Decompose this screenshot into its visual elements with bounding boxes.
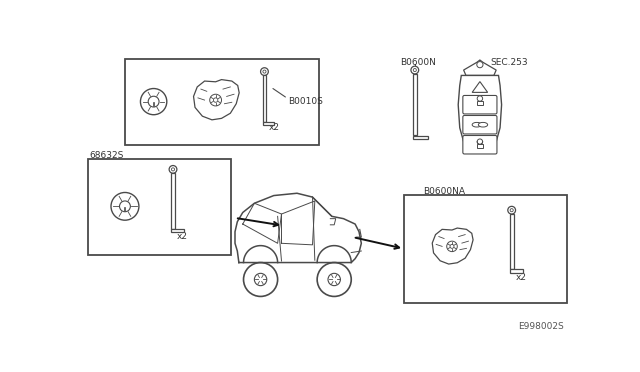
- Circle shape: [450, 244, 454, 248]
- Circle shape: [477, 139, 483, 144]
- Text: x2: x2: [268, 123, 279, 132]
- Bar: [477, 101, 483, 105]
- Circle shape: [411, 66, 419, 74]
- Bar: [125, 58, 319, 145]
- FancyBboxPatch shape: [463, 96, 497, 114]
- Polygon shape: [472, 81, 488, 92]
- Circle shape: [477, 96, 483, 101]
- Circle shape: [317, 263, 351, 296]
- Text: 68632S: 68632S: [90, 151, 124, 160]
- Bar: [509, 214, 514, 269]
- Polygon shape: [458, 76, 502, 147]
- FancyBboxPatch shape: [463, 115, 497, 134]
- Circle shape: [263, 70, 266, 73]
- Bar: [404, 195, 566, 302]
- FancyBboxPatch shape: [463, 135, 497, 154]
- Circle shape: [148, 96, 159, 107]
- Ellipse shape: [478, 122, 488, 127]
- Text: B0600NA: B0600NA: [423, 187, 465, 196]
- Bar: [88, 158, 231, 255]
- Text: x2: x2: [516, 273, 527, 282]
- Circle shape: [210, 94, 221, 106]
- Polygon shape: [463, 60, 496, 76]
- Bar: [509, 269, 523, 273]
- Polygon shape: [193, 80, 239, 120]
- Bar: [171, 173, 175, 229]
- Circle shape: [477, 62, 483, 68]
- Text: SEC.253: SEC.253: [491, 58, 529, 67]
- Circle shape: [213, 98, 218, 102]
- Text: B0010S: B0010S: [288, 97, 323, 106]
- Bar: [262, 122, 274, 125]
- Bar: [413, 74, 417, 135]
- Bar: [413, 135, 428, 139]
- Bar: [262, 76, 266, 122]
- Circle shape: [111, 192, 139, 220]
- Circle shape: [260, 68, 268, 76]
- Circle shape: [510, 209, 513, 212]
- Circle shape: [508, 206, 516, 214]
- Circle shape: [140, 89, 167, 115]
- Circle shape: [172, 168, 175, 171]
- Text: x2: x2: [177, 232, 188, 241]
- Polygon shape: [432, 228, 473, 264]
- Text: E998002S: E998002S: [518, 322, 564, 331]
- Text: B0600N: B0600N: [400, 58, 436, 67]
- Circle shape: [169, 166, 177, 173]
- Circle shape: [328, 273, 340, 286]
- Ellipse shape: [472, 122, 481, 127]
- Circle shape: [447, 241, 457, 251]
- Circle shape: [120, 201, 131, 212]
- Circle shape: [254, 273, 267, 286]
- Bar: [477, 144, 483, 148]
- Circle shape: [413, 68, 417, 71]
- Bar: [171, 229, 184, 232]
- Circle shape: [244, 263, 278, 296]
